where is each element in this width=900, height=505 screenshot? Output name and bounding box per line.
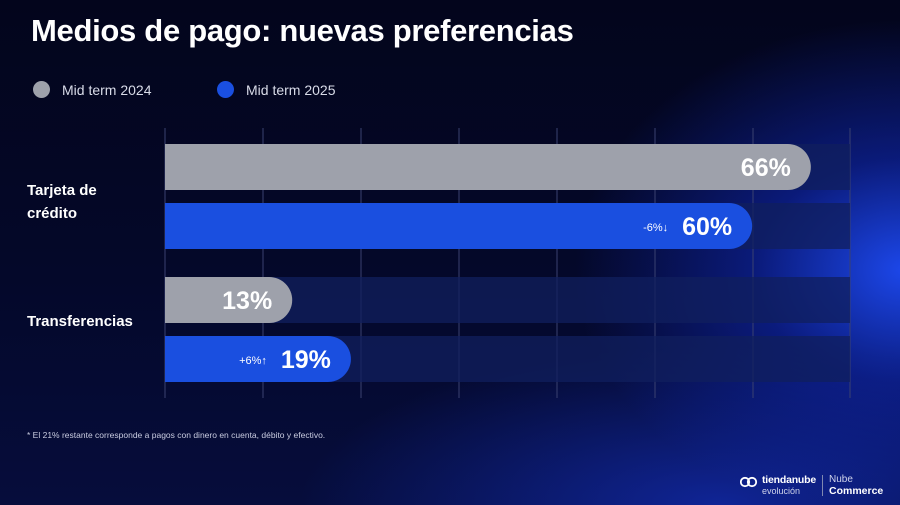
bar-0-1 — [165, 203, 753, 249]
bar-0-0 — [165, 144, 811, 190]
category-label-1-0: Transferencias — [27, 313, 133, 330]
category-label-0-0: Tarjeta de — [27, 182, 97, 199]
bar-1-1 — [165, 336, 351, 382]
partner-subtitle: Commerce — [829, 485, 884, 497]
category-label-0-1: crédito — [27, 205, 77, 222]
footnote: * El 21% restante corresponde a pagos co… — [27, 430, 326, 440]
brand-name: tiendanube — [762, 474, 817, 486]
bar-value-label-0-0: 66% — [741, 154, 791, 182]
brand-subtitle: evolución — [762, 486, 801, 496]
bar-1-0 — [165, 277, 293, 323]
brand-divider — [822, 475, 823, 496]
legend-label-2024: Mid term 2024 — [62, 82, 152, 98]
brand-logo: tiendanube evolución Nube Commerce — [740, 474, 890, 498]
cloud-icon — [740, 476, 758, 488]
bar-value-label-1-0: 13% — [222, 287, 272, 315]
change-label-1: +6%↑ — [239, 355, 267, 367]
bar-value-label-1-1: 19% — [281, 346, 331, 374]
legend-dot-2025 — [217, 81, 234, 98]
bar-value-label-0-1: 60% — [682, 213, 732, 241]
page-title: Medios de pago: nuevas preferencias — [31, 13, 574, 48]
legend-dot-2024 — [33, 81, 50, 98]
change-label-0: -6%↓ — [643, 222, 668, 234]
legend-label-2025: Mid term 2025 — [246, 82, 336, 98]
partner-name: Nube — [829, 474, 853, 485]
